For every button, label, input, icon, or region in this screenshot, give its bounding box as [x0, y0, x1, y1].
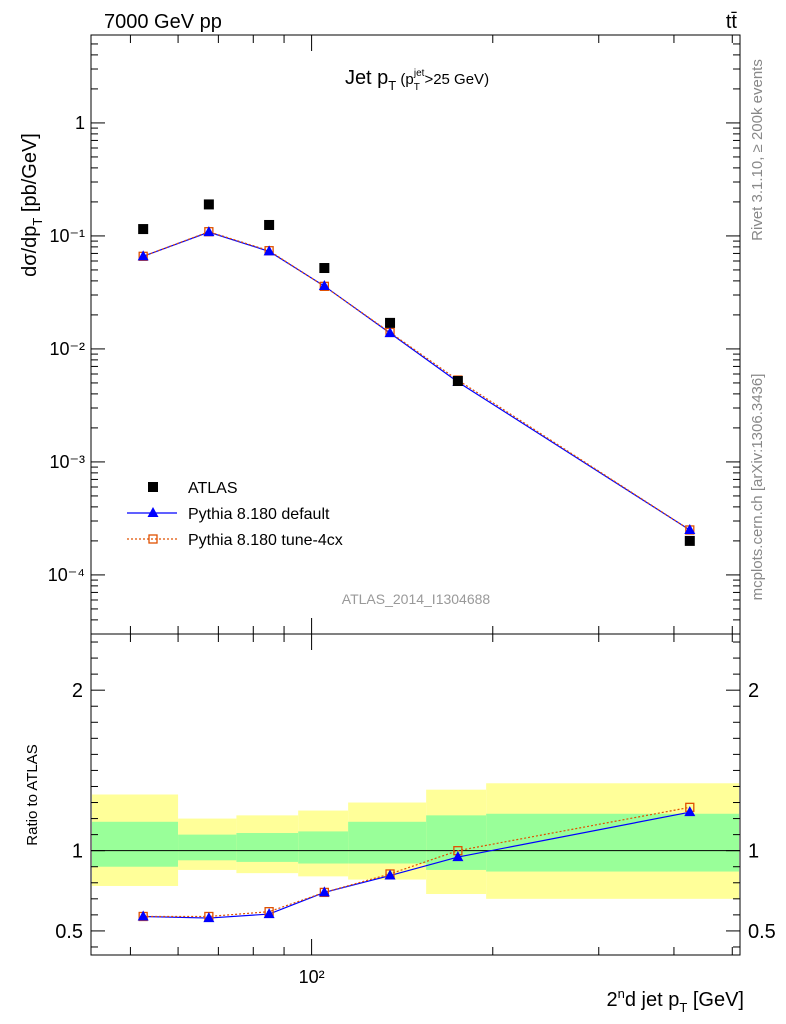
inner-band-bin — [426, 815, 487, 870]
x-tick-label: 10² — [299, 967, 325, 987]
main-point-pythia-8-180-default — [203, 226, 215, 237]
ratio-y-tick-label-right: 0.5 — [748, 921, 776, 943]
ratio-point-pythia-8-180-default — [263, 908, 275, 919]
main-point-atlas — [385, 317, 396, 328]
x-axis-label: 2nd jet pT [GeV] — [607, 986, 745, 1015]
ratio-y-tick-label-left: 2 — [72, 680, 83, 702]
main-title: Jet pT (pTjet>25 GeV) — [345, 67, 489, 93]
ratio-point-pythia-8-180-default — [384, 869, 396, 880]
main-y-tick-label: 10⁻⁴ — [48, 565, 85, 585]
legend: ATLAS Pythia 8.180 default Pythia 8.180 tu… — [127, 480, 343, 549]
series-markers — [137, 199, 696, 923]
ratio-point-pythia-8-180-default — [684, 806, 696, 817]
main-point-atlas — [684, 535, 695, 546]
main-point-atlas — [264, 219, 275, 230]
inner-band-bin — [236, 833, 299, 862]
watermark-label: ATLAS_2014_I1304688 — [342, 591, 491, 607]
ratio-frame — [90, 633, 741, 956]
legend-label-atlas: ATLAS — [188, 480, 238, 497]
main-point-pythia-8-180-default — [384, 327, 396, 338]
mcplots-label: mcplots.cern.ch [arXiv:1306.3436] — [749, 374, 766, 601]
legend-label-pythia-8-180-tune-4cx: Pythia 8.180 tune-4cx — [188, 532, 343, 549]
main-y-label: dσ/dpT [pb/GeV] — [19, 133, 45, 277]
uncertainty-bands — [91, 783, 740, 899]
inner-band-bin — [298, 831, 349, 864]
main-point-atlas — [138, 224, 149, 235]
main-point-atlas — [452, 376, 463, 387]
legend-label-pythia-8-180-default: Pythia 8.180 default — [188, 506, 330, 523]
ratio-y-tick-label-right: 2 — [748, 680, 759, 702]
ratio-point-pythia-8-180-default — [318, 886, 330, 897]
main-point-pythia-8-180-default — [137, 250, 149, 261]
main-point-pythia-8-180-default — [684, 523, 696, 534]
main-y-tick-label: 1 — [75, 113, 85, 133]
inner-band-bin — [178, 834, 237, 861]
ratio-y-label: Ratio to ATLAS — [24, 744, 41, 845]
ratio-point-pythia-8-180-default — [203, 912, 215, 923]
main-point-atlas — [319, 263, 330, 274]
main-y-tick-label: 10⁻³ — [49, 452, 85, 472]
main-point-pythia-8-180-default — [318, 280, 330, 291]
inner-band-bin — [486, 813, 739, 872]
rivet-label: Rivet 3.1.10, ≥ 200k events — [749, 59, 766, 241]
main-point-atlas — [203, 199, 214, 210]
ratio-y-tick-label-left: 0.5 — [55, 921, 83, 943]
ratio-point-pythia-8-180-default — [137, 910, 149, 921]
main-point-pythia-8-180-default — [263, 245, 275, 256]
main-y-tick-label: 10⁻¹ — [49, 226, 85, 246]
inner-band-bin — [348, 821, 427, 864]
legend-marker-pythia-8-180-default — [147, 507, 159, 517]
ratio-y-tick-label-left: 1 — [72, 841, 83, 863]
inner-band-bin — [92, 821, 179, 867]
main-y-tick-label: 10⁻² — [49, 339, 85, 359]
legend-marker-atlas — [148, 482, 158, 492]
ratio-y-tick-label-right: 1 — [748, 841, 759, 863]
energy-label: 7000 GeV pp — [104, 11, 222, 33]
axes: 10⁻⁴ 10⁻³ 10⁻² 10⁻¹ 1 0.5 0.5 1 1 2 2 10² — [48, 34, 776, 987]
process-label: tt̄ — [726, 11, 738, 33]
legend-marker-pythia-8-180-tune-4cx — [148, 534, 158, 544]
ratio-point-pythia-8-180-default — [452, 851, 464, 862]
